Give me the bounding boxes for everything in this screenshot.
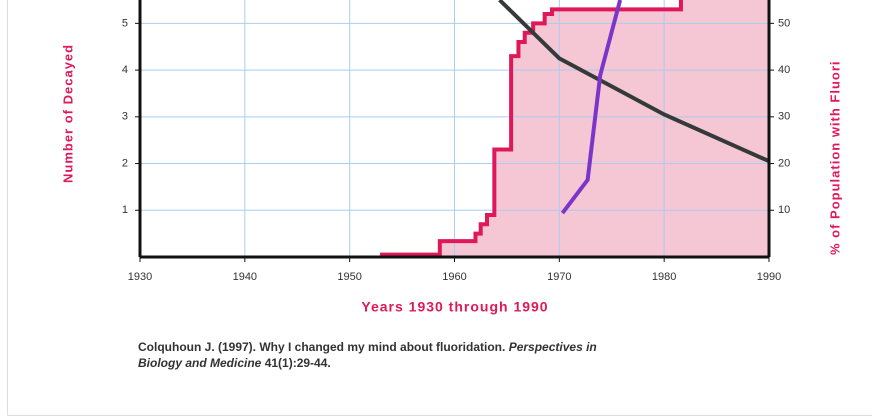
y2-axis-title: % of Population with Fluori — [827, 60, 842, 255]
y2-tick-label: 40 — [778, 64, 790, 76]
x-tick-label: 1970 — [547, 271, 571, 283]
x-tick-label: 1950 — [337, 271, 361, 283]
x-tick-label: 1990 — [757, 271, 781, 283]
line — [498, 0, 769, 164]
line — [380, 0, 683, 257]
y-tick-label: 1 — [122, 204, 128, 216]
x-tick-label: 1930 — [128, 271, 152, 283]
citation-text: Colquhoun J. (1997). Why I changed my mi… — [138, 340, 506, 354]
plot — [140, 0, 769, 257]
y2-tick-label: 30 — [778, 111, 790, 123]
citation-journal: Perspectives in — [508, 340, 597, 354]
line — [560, 0, 623, 215]
y2-tick-label: 50 — [778, 17, 790, 29]
y2-tick-label: 20 — [778, 157, 790, 169]
y-tick-label: 5 — [122, 17, 128, 29]
y-tick-label: 3 — [122, 111, 128, 123]
citation-journal: Biology and Medicine — [138, 356, 262, 370]
y2-tick-label: 10 — [778, 204, 790, 216]
citation-ref: 41(1):29-44. — [264, 356, 331, 370]
x-tick-label: 1980 — [652, 271, 676, 283]
area — [380, 0, 769, 257]
y-tick-label: 4 — [122, 64, 128, 76]
x-axis-title: Years 1930 through 1990 — [361, 299, 548, 315]
y-tick-label: 2 — [122, 157, 128, 169]
x-tick-label: 1960 — [442, 271, 466, 283]
x-tick-label: 1940 — [233, 271, 257, 283]
y-axis-title: Number of Decayed — [60, 44, 75, 183]
citation: Colquhoun J. (1997). Why I changed my mi… — [138, 339, 698, 371]
